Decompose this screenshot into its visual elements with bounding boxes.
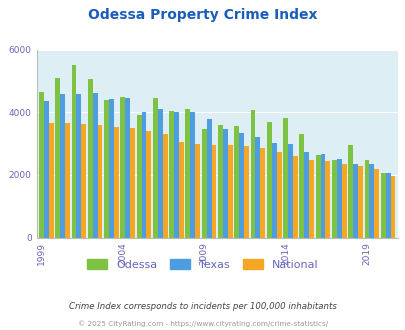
Bar bbox=[97, 125, 102, 238]
Bar bbox=[271, 143, 276, 238]
Bar bbox=[87, 79, 92, 238]
Bar bbox=[352, 164, 357, 238]
Bar bbox=[217, 125, 222, 238]
Bar bbox=[276, 152, 281, 238]
Bar bbox=[298, 134, 303, 238]
Bar bbox=[341, 164, 346, 238]
Bar bbox=[309, 159, 313, 238]
Bar bbox=[130, 128, 135, 238]
Bar bbox=[81, 124, 86, 238]
Bar bbox=[243, 147, 248, 238]
Bar bbox=[174, 112, 179, 238]
Bar bbox=[373, 169, 378, 238]
Bar bbox=[109, 99, 113, 238]
Bar bbox=[303, 152, 309, 238]
Bar bbox=[227, 145, 232, 238]
Bar bbox=[336, 159, 341, 238]
Bar bbox=[141, 112, 146, 238]
Text: Odessa Property Crime Index: Odessa Property Crime Index bbox=[88, 8, 317, 22]
Bar bbox=[385, 173, 390, 238]
Legend: Odessa, Texas, National: Odessa, Texas, National bbox=[83, 256, 322, 273]
Bar bbox=[65, 123, 70, 238]
Bar bbox=[234, 126, 239, 238]
Bar bbox=[169, 111, 174, 238]
Bar bbox=[369, 164, 373, 238]
Bar bbox=[190, 112, 195, 238]
Bar bbox=[158, 109, 162, 238]
Bar bbox=[146, 131, 151, 238]
Bar bbox=[55, 78, 60, 238]
Bar bbox=[60, 94, 65, 238]
Bar bbox=[266, 122, 271, 238]
Bar bbox=[162, 134, 167, 238]
Bar bbox=[364, 160, 369, 238]
Bar bbox=[136, 115, 141, 238]
Bar bbox=[92, 93, 97, 238]
Bar bbox=[287, 144, 292, 238]
Bar bbox=[292, 156, 297, 238]
Bar bbox=[260, 148, 264, 238]
Bar bbox=[250, 110, 255, 238]
Bar bbox=[39, 92, 44, 238]
Bar bbox=[206, 119, 211, 238]
Bar bbox=[76, 94, 81, 238]
Bar bbox=[357, 166, 362, 238]
Bar bbox=[239, 133, 243, 238]
Bar bbox=[331, 160, 336, 238]
Bar bbox=[320, 154, 325, 238]
Bar bbox=[325, 161, 330, 238]
Bar bbox=[201, 129, 206, 238]
Bar bbox=[71, 65, 76, 238]
Bar bbox=[113, 127, 118, 238]
Text: Crime Index corresponds to incidents per 100,000 inhabitants: Crime Index corresponds to incidents per… bbox=[69, 302, 336, 311]
Bar bbox=[282, 117, 287, 238]
Bar bbox=[211, 145, 216, 238]
Bar bbox=[179, 142, 183, 238]
Bar bbox=[125, 98, 130, 238]
Bar bbox=[153, 98, 158, 238]
Bar bbox=[120, 97, 125, 238]
Bar bbox=[195, 144, 200, 238]
Bar bbox=[44, 101, 49, 238]
Bar bbox=[222, 129, 227, 238]
Bar bbox=[347, 146, 352, 238]
Bar bbox=[380, 173, 385, 238]
Bar bbox=[390, 176, 394, 238]
Bar bbox=[315, 155, 320, 238]
Bar bbox=[255, 137, 260, 238]
Text: © 2025 CityRating.com - https://www.cityrating.com/crime-statistics/: © 2025 CityRating.com - https://www.city… bbox=[78, 320, 327, 327]
Bar bbox=[49, 123, 53, 238]
Bar bbox=[104, 100, 109, 238]
Bar bbox=[185, 109, 190, 238]
